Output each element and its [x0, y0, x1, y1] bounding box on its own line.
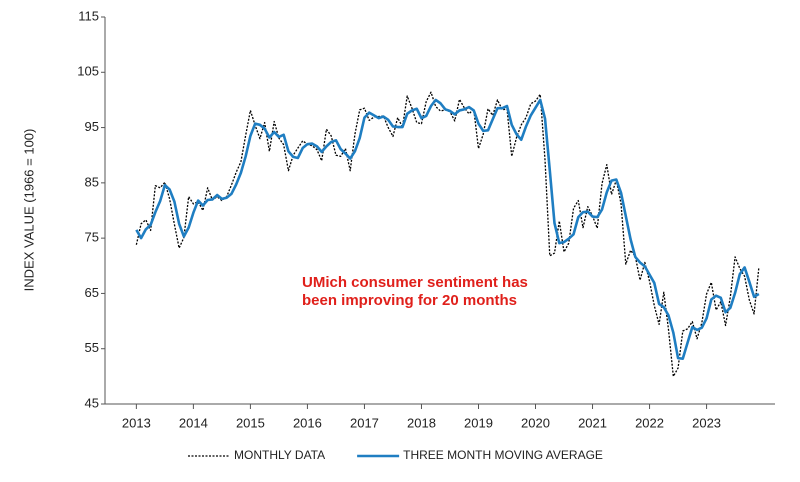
x-tick-label: 2017 — [350, 415, 379, 430]
annotation: been improving for 20 months — [302, 292, 517, 309]
x-tick-label: 2018 — [407, 415, 436, 430]
y-tick-label: 115 — [78, 8, 99, 23]
y-tick-label: 75 — [85, 230, 99, 245]
series-line — [135, 98, 760, 360]
y-tick-label: 45 — [85, 395, 99, 410]
x-tick-label: 2015 — [236, 415, 265, 430]
annotation: UMich consumer sentiment has — [302, 274, 528, 291]
x-tick-label: 2014 — [179, 415, 208, 430]
legend-label: THREE MONTH MOVING AVERAGE — [403, 448, 603, 462]
x-tick-label: 2022 — [635, 415, 664, 430]
x-tick-label: 2013 — [122, 415, 151, 430]
x-tick-label: 2016 — [293, 415, 322, 430]
y-axis-label: INDEX VALUE (1966 = 100) — [21, 129, 36, 292]
series-line — [135, 91, 760, 378]
y-tick-label: 105 — [77, 64, 99, 79]
x-tick-label: 2020 — [521, 415, 550, 430]
y-tick-label: 95 — [85, 119, 99, 134]
x-tick-label: 2019 — [464, 415, 493, 430]
x-tick-label: 2023 — [692, 415, 721, 430]
legend-label: MONTHLY DATA — [234, 448, 325, 462]
y-tick-label: 55 — [85, 340, 99, 355]
x-tick-label: 2021 — [578, 415, 607, 430]
y-tick-label: 65 — [85, 285, 99, 300]
y-tick-label: 85 — [85, 174, 99, 189]
